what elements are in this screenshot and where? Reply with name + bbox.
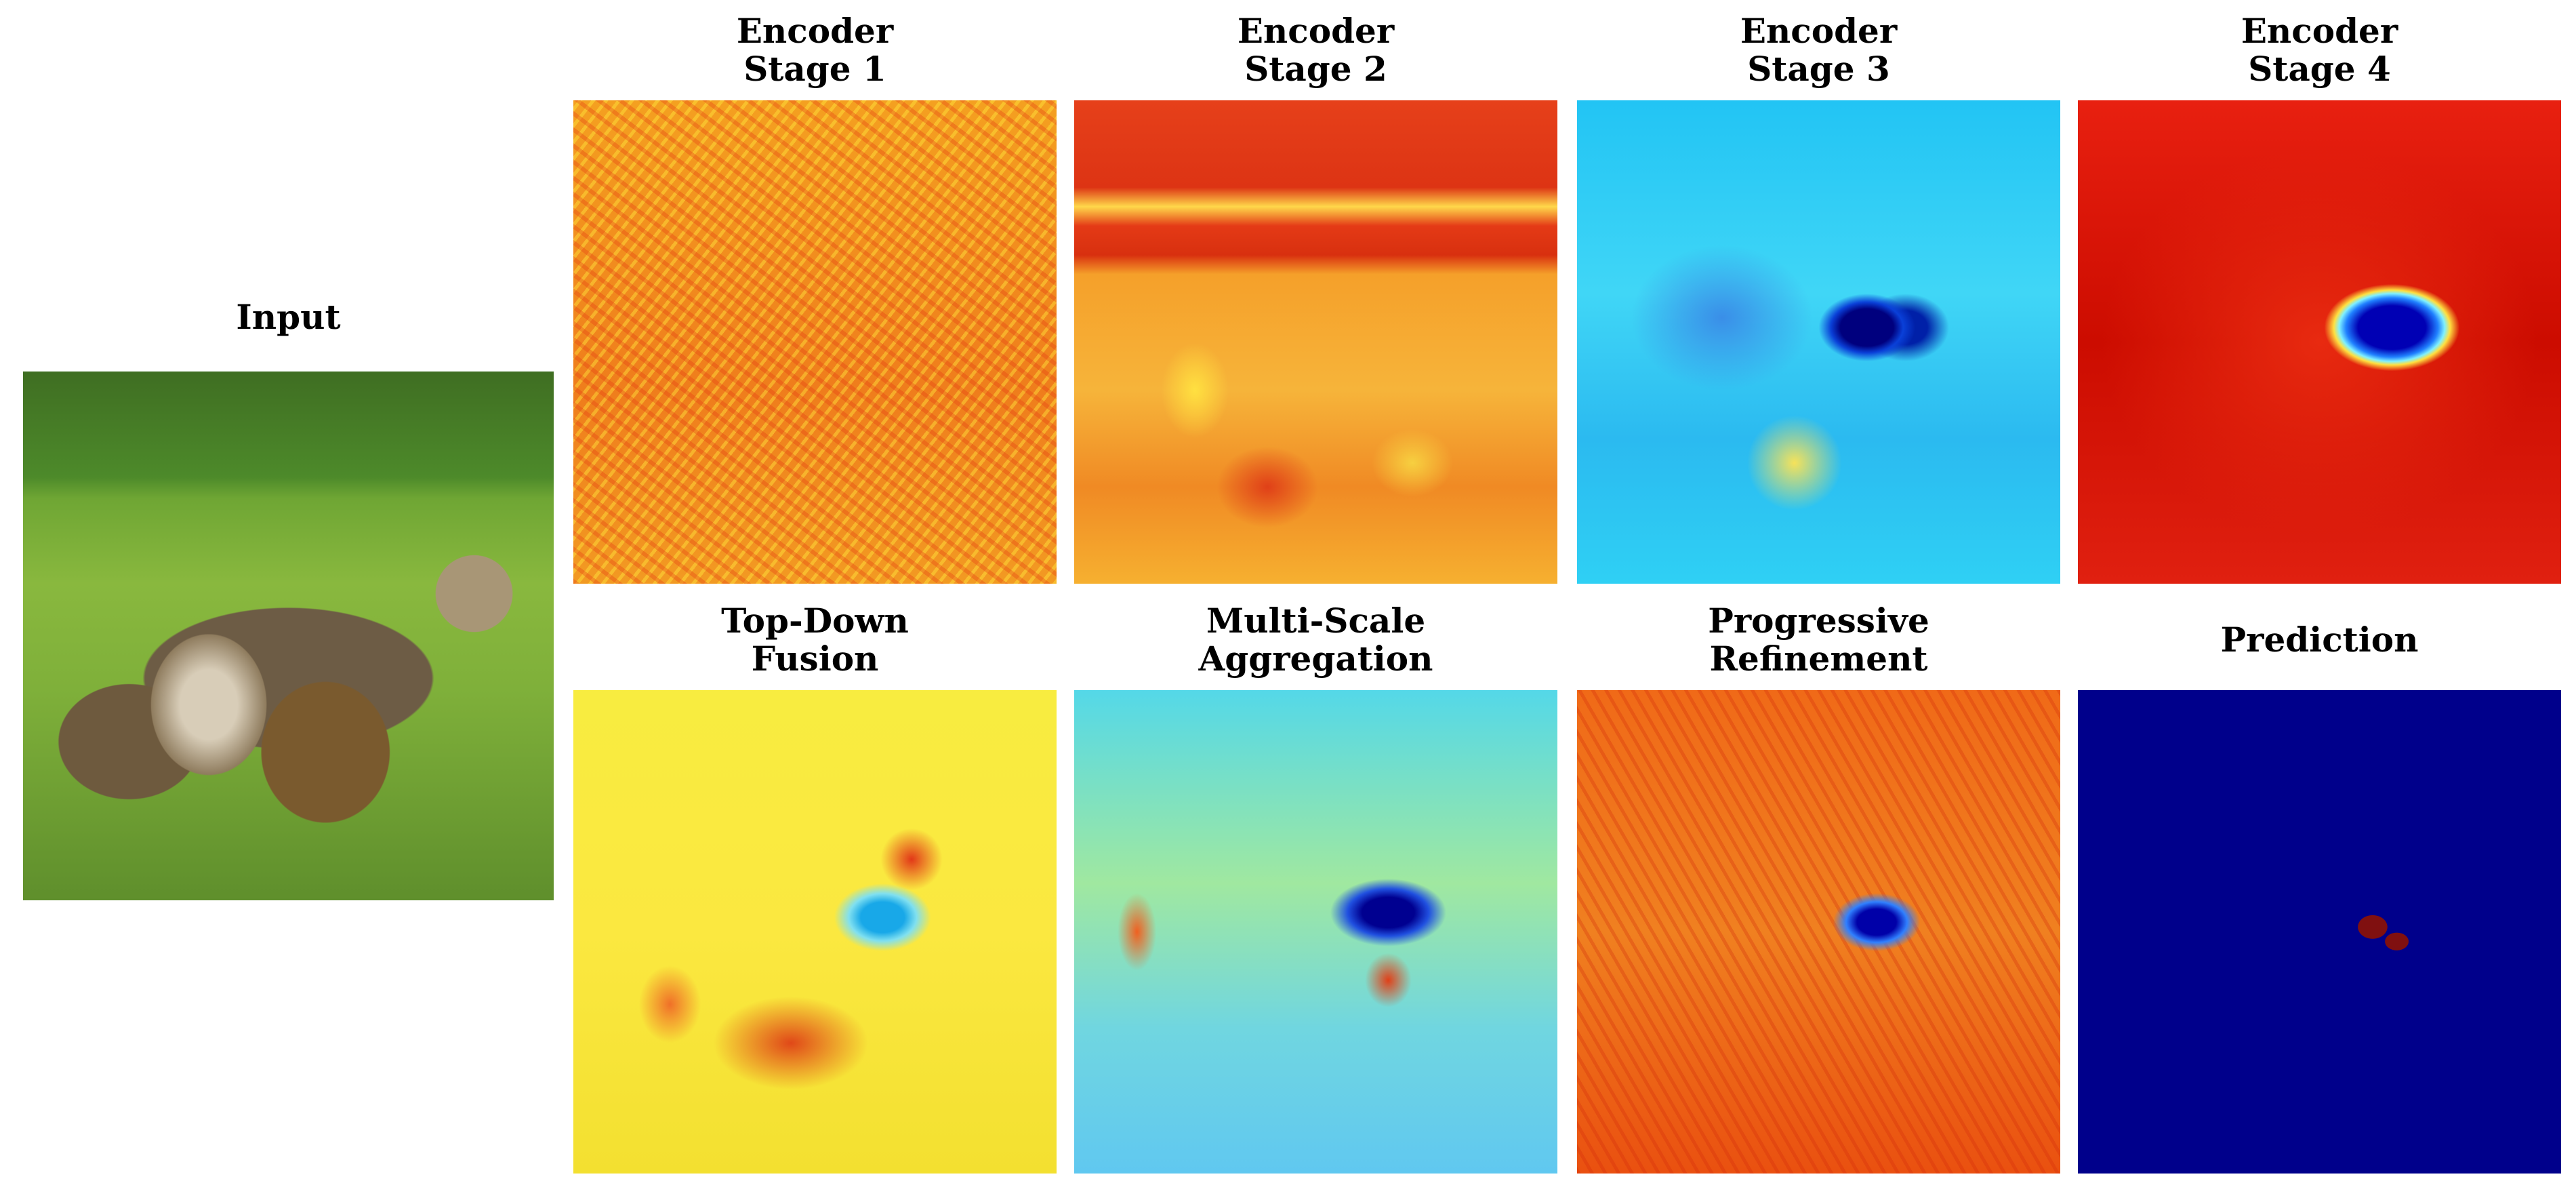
title-line: Multi-Scale — [1206, 601, 1426, 641]
panel-title: Prediction — [2078, 602, 2561, 678]
input-title: Input — [23, 279, 554, 355]
panel-title: Encoder Stage 3 — [1577, 12, 2060, 88]
title-line: Progressive — [1708, 601, 1929, 641]
title-line: Fusion — [751, 639, 879, 679]
heatmap — [2078, 100, 2561, 584]
title-line: Top-Down — [721, 601, 909, 641]
title-line: Stage 1 — [743, 49, 886, 89]
panel-title: Encoder Stage 4 — [2078, 12, 2561, 88]
title-line: Encoder — [2241, 11, 2398, 51]
panel-title: Progressive Refinement — [1577, 602, 2060, 678]
panel-title: Multi-Scale Aggregation — [1074, 602, 1557, 678]
panel-title: Encoder Stage 2 — [1074, 12, 1557, 88]
heatmap — [573, 690, 1057, 1174]
heatmap — [1577, 690, 2060, 1174]
title-line: Stage 4 — [2248, 49, 2391, 89]
heatmap — [1074, 100, 1557, 584]
input-image — [23, 372, 554, 900]
title-line: Input — [236, 297, 341, 337]
panel-title: Top-Down Fusion — [573, 602, 1057, 678]
title-line: Stage 2 — [1244, 49, 1387, 89]
panel-title: Encoder Stage 1 — [573, 12, 1057, 88]
title-line: Encoder — [1237, 11, 1395, 51]
title-line: Stage 3 — [1747, 49, 1890, 89]
title-line: Encoder — [1740, 11, 1898, 51]
title-line: Refinement — [1709, 639, 1928, 679]
heatmap — [1577, 100, 2060, 584]
prediction-map — [2078, 690, 2561, 1174]
title-line: Prediction — [2220, 620, 2419, 660]
title-line: Aggregation — [1198, 639, 1433, 679]
heatmap — [1074, 690, 1557, 1174]
title-line: Encoder — [736, 11, 894, 51]
heatmap — [573, 100, 1057, 584]
